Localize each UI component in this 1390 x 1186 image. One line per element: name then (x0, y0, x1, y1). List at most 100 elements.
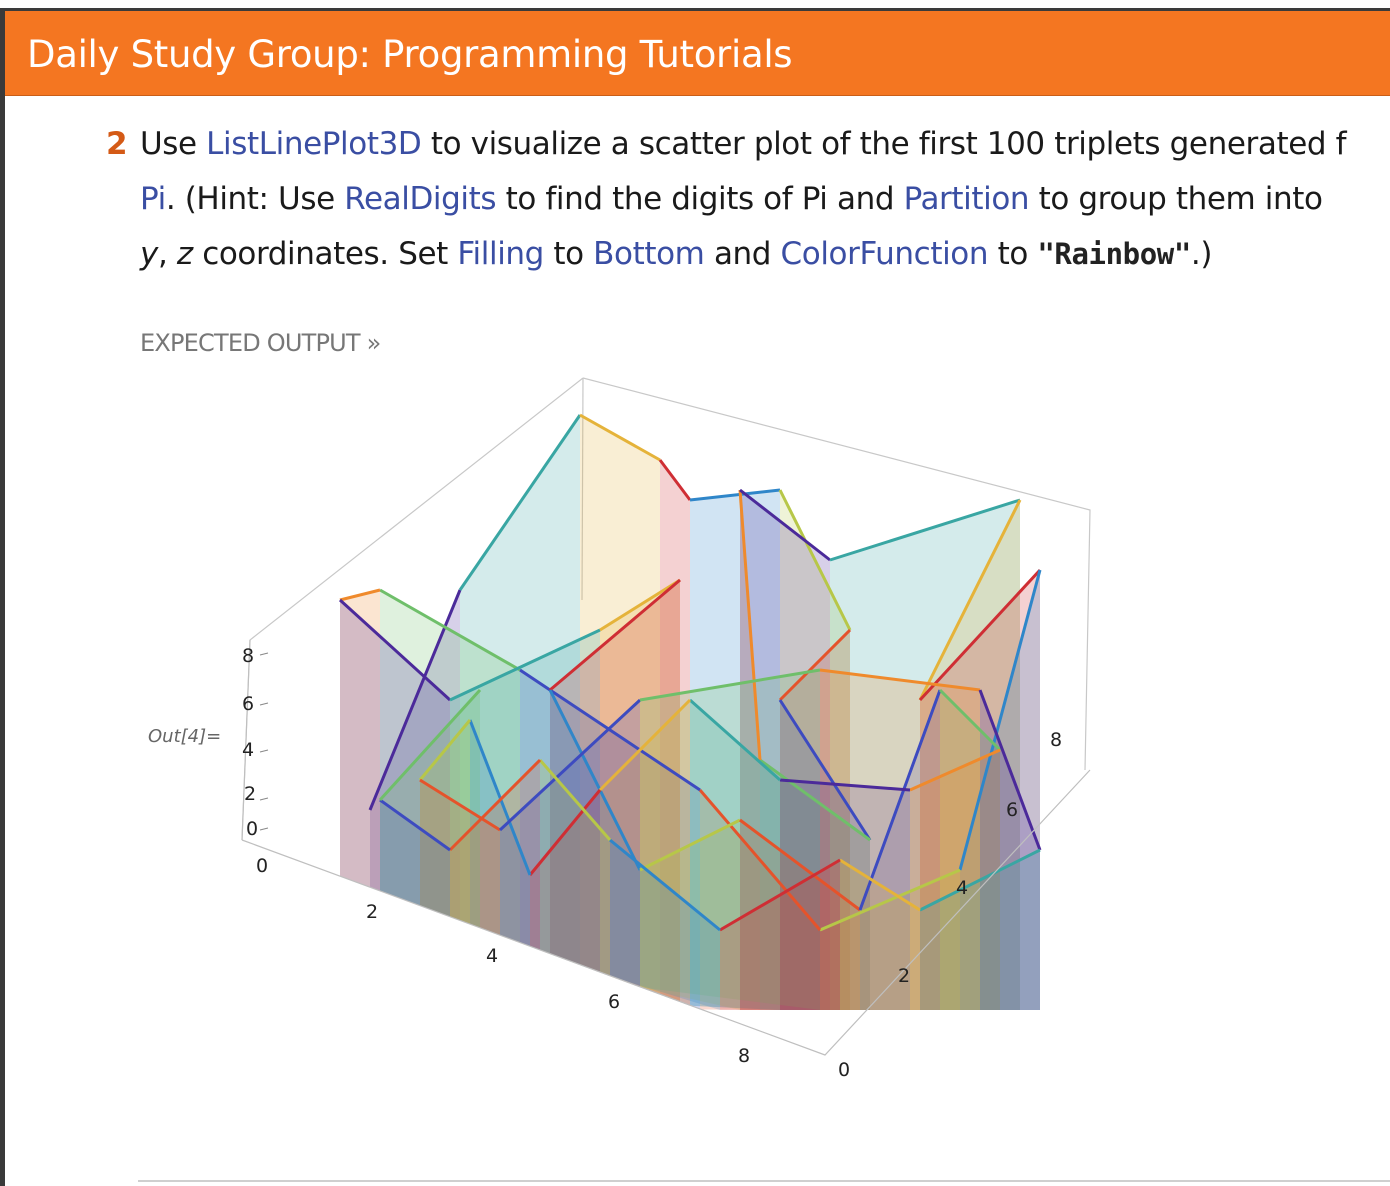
filling-curtain (780, 780, 910, 1010)
filling-curtain (720, 860, 840, 1010)
polyline-segment (639, 818, 741, 872)
z-axis-tick-label: 2 (244, 783, 256, 805)
filling-curtain (380, 690, 480, 929)
polyline-segment (759, 758, 871, 842)
polyline-segment (918, 499, 1022, 701)
problem-text: and (704, 236, 781, 272)
filled-curtains (340, 415, 1040, 1010)
filling-curtain (760, 760, 870, 1010)
y-axis-tick-label: 2 (898, 965, 910, 987)
polyline-segment (338, 598, 452, 702)
filling-curtain (640, 820, 740, 1010)
expected-output-toggle[interactable]: EXPECTED OUTPUT » (140, 329, 381, 357)
z-axis-tick-label: 4 (242, 739, 254, 761)
symbol-link[interactable]: Pi (140, 181, 166, 217)
filling-curtain (580, 415, 660, 995)
polyline-segment (779, 778, 911, 792)
problem-text-line-2: Pi. (Hint: Use RealDigits to find the di… (140, 181, 1323, 217)
symbol-link[interactable]: Bottom (593, 236, 705, 272)
polyline-segment (449, 628, 601, 702)
polyline-segment (858, 689, 942, 911)
polyline-segment (778, 699, 872, 841)
section-divider (138, 1180, 1390, 1182)
polyline-segment (978, 689, 1042, 851)
polyline-segment (778, 628, 852, 702)
problem-text: y (140, 236, 158, 272)
filling-curtain (340, 590, 380, 892)
polyline-segment (639, 668, 821, 702)
filling-curtain (380, 590, 520, 943)
filling-curtain (700, 790, 820, 1010)
symbol-link[interactable]: Filling (457, 236, 544, 272)
polyline-segment (339, 588, 381, 602)
window-frame (0, 8, 1390, 1186)
filling-curtain (690, 700, 780, 1010)
problem-text: , (157, 236, 177, 272)
polyline-segment (528, 789, 602, 876)
filling-curtain (470, 720, 530, 947)
filling-curtain (380, 800, 450, 917)
filling-curtain (640, 670, 820, 1010)
polyline-segment (418, 719, 472, 781)
polyline-segment (778, 489, 852, 631)
symbol-link[interactable]: ColorFunction (780, 236, 989, 272)
problem-text: to (988, 236, 1038, 272)
y-axis-tick-label: 4 (956, 877, 968, 899)
filling-curtain (610, 840, 720, 1010)
problem-text-line-1: Use ListLinePlot3D to visualize a scatte… (140, 126, 1347, 162)
problem-text: coordinates. Set (192, 236, 458, 272)
z-axis-tick-label: 8 (242, 645, 254, 667)
filling-curtain (460, 415, 580, 966)
polyline-segment (378, 688, 482, 802)
filling-curtain (740, 820, 860, 1010)
filling-curtain (600, 700, 690, 1006)
filling-curtain (910, 750, 1000, 1010)
problem-text: . (Hint: Use (165, 181, 345, 217)
polyline-segment (918, 568, 1042, 702)
polyline-segment (468, 719, 532, 876)
polyline-segment (419, 778, 501, 832)
string-literal: "Rainbow" (1037, 237, 1191, 271)
polyline-segment (839, 858, 921, 912)
problem-text: to (543, 236, 594, 272)
filling-curtain (660, 460, 690, 1006)
z-axis-tick-label: 0 (246, 818, 258, 840)
filling-curtain (820, 670, 980, 1010)
filling-curtain (540, 760, 610, 977)
polyline-segment (909, 748, 1001, 792)
polyline-segment (958, 569, 1042, 871)
polyline-segment (498, 698, 642, 832)
filling-curtain (530, 790, 600, 973)
z-axis-tick-label: 6 (242, 693, 254, 715)
polyline-segment (829, 498, 1021, 562)
problem-text: Use (140, 126, 207, 162)
filling-curtain (920, 500, 1020, 1010)
x-axis-tick-label: 6 (608, 991, 620, 1013)
symbol-link[interactable]: ListLinePlot3D (206, 126, 422, 162)
polyline-segment (379, 588, 521, 672)
page-title: Daily Study Group: Programming Tutorials (27, 33, 793, 76)
polyline-segment (919, 848, 1041, 912)
problem-number: 2 (106, 126, 128, 162)
filling-curtain (780, 490, 850, 1010)
axis-tick-marks (259, 652, 269, 831)
x-axis-tick-label: 4 (486, 945, 498, 967)
x-axis-tick-label: 8 (738, 1045, 750, 1067)
filling-curtain (450, 760, 540, 951)
polyline-segment (739, 818, 861, 912)
polyline-segment (739, 488, 831, 562)
polyline-segment (819, 868, 961, 932)
symbol-link[interactable]: RealDigits (344, 181, 497, 217)
polyline-segment (719, 858, 841, 932)
polyline-segments (338, 413, 1042, 932)
polyline-segment (549, 578, 681, 692)
polyline-segment (609, 838, 721, 932)
polyline-segment (689, 698, 781, 782)
polyline-segment (379, 798, 451, 852)
problem-text: z (176, 236, 193, 272)
y-axis-tick-label: 6 (1006, 799, 1018, 821)
plot-graphic: 8 6 4 2 0 0 2 4 6 8 0 2 4 6 8 (241, 377, 1091, 1081)
output-cell-label: Out[4]= (148, 726, 222, 747)
symbol-link[interactable]: Partition (903, 181, 1030, 217)
polyline-segment (698, 789, 822, 931)
